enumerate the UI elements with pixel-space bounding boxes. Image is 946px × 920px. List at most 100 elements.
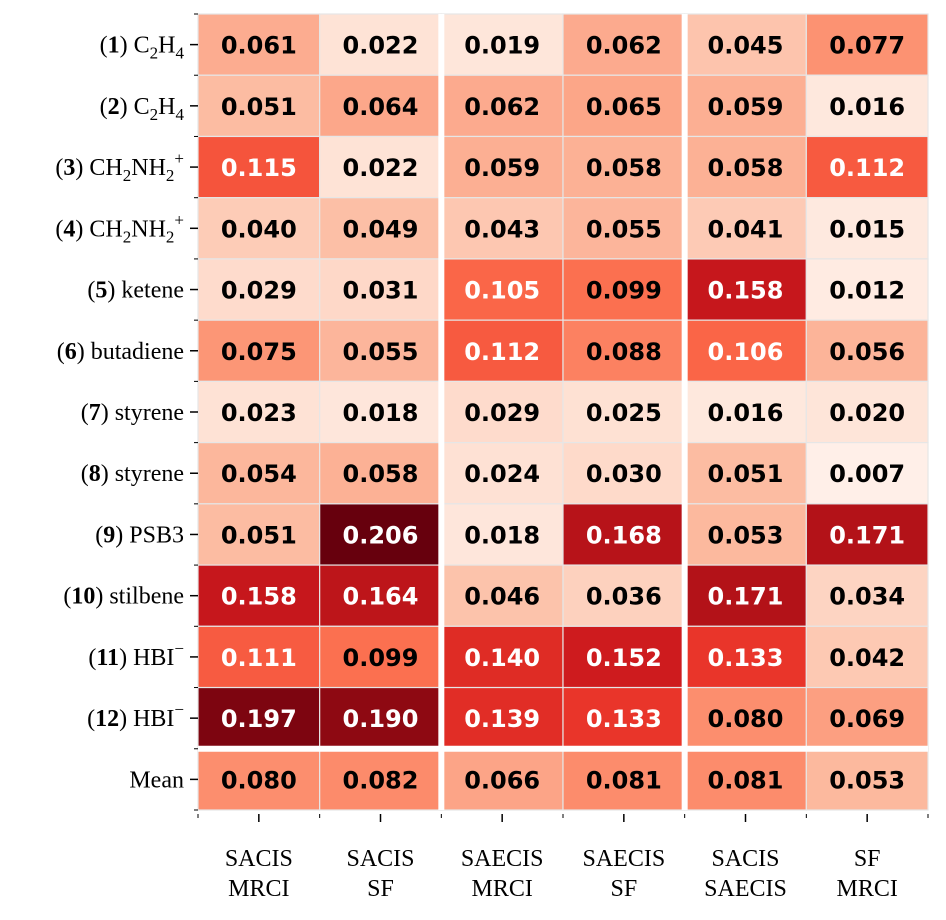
column-label-line2: SF: [367, 876, 394, 902]
heatmap-cell: [562, 258, 686, 321]
heatmap-cell: [319, 13, 442, 76]
heatmap-cell: [440, 748, 564, 811]
cell-value: 0.029: [221, 277, 297, 305]
cell-value: 0.062: [464, 93, 540, 121]
row-label: (5) ketene: [87, 278, 184, 304]
heatmap-cell: [319, 503, 442, 566]
cell-value: 0.190: [343, 705, 419, 733]
heatmap-cell: [440, 503, 564, 566]
cell-value: 0.034: [829, 583, 905, 611]
cell-value: 0.058: [708, 154, 784, 182]
row-label: (1) C2H4: [100, 33, 185, 63]
column-label-line2: SF: [610, 876, 637, 902]
heatmap-cell: [440, 686, 564, 750]
heatmap-cell: [319, 197, 442, 260]
cell-value: 0.112: [464, 338, 540, 366]
cell-value: 0.007: [829, 460, 905, 488]
heatmap-cell: [684, 258, 807, 321]
cell-value: 0.022: [343, 154, 419, 182]
cell-value: 0.023: [221, 399, 297, 427]
heatmap-cell: [684, 748, 807, 811]
cell-value: 0.046: [464, 583, 540, 611]
cell-value: 0.059: [708, 93, 784, 121]
cell-value: 0.029: [464, 399, 540, 427]
column-labels: SACIS MRCI SACIS SF SAECIS MRCI SAECIS SF SACIS S…: [225, 846, 898, 902]
cell-value: 0.062: [586, 32, 662, 60]
heatmap-cell: [319, 748, 442, 811]
cell-value: 0.082: [343, 766, 419, 794]
cell-value: 0.077: [829, 32, 905, 60]
cell-value: 0.043: [464, 215, 540, 243]
cell-value: 0.055: [586, 215, 662, 243]
row-label: (9) PSB3: [95, 522, 184, 548]
cell-value: 0.197: [221, 705, 297, 733]
cell-value: 0.112: [829, 154, 905, 182]
row-label: (10) stilbene: [63, 584, 184, 610]
heatmap-cell: [562, 686, 686, 750]
heatmap-cell: [197, 748, 321, 811]
cell-value: 0.099: [586, 277, 662, 305]
cell-value: 0.115: [221, 154, 297, 182]
row-label: (2) C2H4: [100, 94, 185, 124]
cell-value: 0.088: [586, 338, 662, 366]
cell-value: 0.133: [586, 705, 662, 733]
heatmap-cell: [562, 442, 686, 505]
cell-value: 0.064: [343, 93, 419, 121]
axis-ticks: [190, 13, 929, 822]
cell-value: 0.158: [221, 583, 297, 611]
row-label: (12) HBI−: [87, 700, 184, 732]
heatmap-cell: [562, 74, 686, 138]
heatmap-cell: [197, 564, 321, 627]
cell-value: 0.053: [829, 766, 905, 794]
cell-value: 0.024: [464, 460, 540, 488]
row-label: (8) styrene: [81, 461, 184, 487]
cell-value: 0.168: [586, 521, 662, 549]
heatmap-cell: [805, 625, 929, 689]
heatmap-cell: [197, 13, 321, 76]
cell-value: 0.016: [829, 93, 905, 121]
cell-value: 0.080: [708, 705, 784, 733]
cell-value: 0.075: [221, 338, 297, 366]
heatmap-cell: [319, 74, 442, 138]
row-label: (6) butadiene: [57, 339, 184, 365]
cell-value: 0.061: [221, 32, 297, 60]
heatmap-cell: [440, 197, 564, 260]
cell-value: 0.053: [708, 521, 784, 549]
row-labels: (1) C2H4 (2) C2H4 (3) CH2NH2+ (4) CH2NH2+ (5…: [55, 33, 184, 794]
heatmap-cell: [197, 380, 321, 444]
heatmap-cell: [197, 442, 321, 505]
cell-value: 0.059: [464, 154, 540, 182]
cell-value: 0.025: [586, 399, 662, 427]
cell-value: 0.133: [708, 644, 784, 672]
heatmap-cell: [562, 197, 686, 260]
cell-value: 0.081: [586, 766, 662, 794]
cell-value: 0.018: [343, 399, 419, 427]
heatmap-cell: [197, 258, 321, 321]
heatmap-cell: [197, 503, 321, 566]
heatmap-cell: [684, 197, 807, 260]
cell-value: 0.019: [464, 32, 540, 60]
cell-value: 0.139: [464, 705, 540, 733]
cell-value: 0.040: [221, 215, 297, 243]
cell-value: 0.111: [221, 644, 297, 672]
heatmap-cell: [805, 135, 929, 199]
heatmap-cell: [805, 503, 929, 566]
cell-value: 0.020: [829, 399, 905, 427]
cell-value: 0.056: [829, 338, 905, 366]
cell-value: 0.018: [464, 521, 540, 549]
heatmap-cell: [562, 135, 686, 199]
row-label: (11) HBI−: [88, 639, 184, 671]
heatmap-cell: [805, 258, 929, 321]
cell-value: 0.099: [343, 644, 419, 672]
column-label-line1: SAECIS: [461, 846, 544, 872]
cell-value: 0.036: [586, 583, 662, 611]
column-label-line2: MRCI: [228, 876, 289, 902]
heatmap-cell: [440, 442, 564, 505]
heatmap-cell: [319, 686, 442, 750]
cell-value: 0.042: [829, 644, 905, 672]
cell-value: 0.051: [221, 93, 297, 121]
cell-value: 0.065: [586, 93, 662, 121]
heatmap-cell: [562, 625, 686, 689]
cell-value: 0.031: [343, 277, 419, 305]
cell-value: 0.030: [586, 460, 662, 488]
